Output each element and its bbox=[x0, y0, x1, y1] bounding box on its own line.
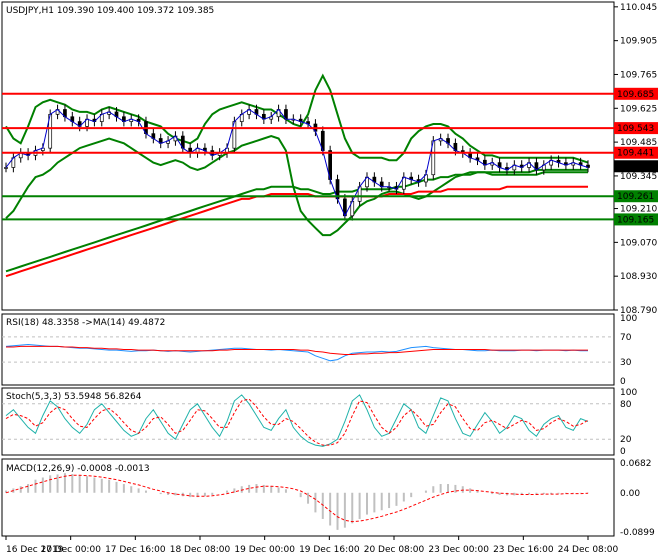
price-y-tick-label: 109.345 bbox=[620, 172, 657, 182]
horizontal-level-label-box bbox=[614, 190, 658, 203]
x-axis-tick-label: 23 Dec 00:00 bbox=[428, 545, 489, 555]
oscillator-y-tick-label: 0 bbox=[620, 377, 626, 387]
macd-panel-title: MACD(12,26,9) -0.0008 -0.0013 bbox=[6, 464, 150, 474]
horizontal-level-label: 109.385 bbox=[617, 162, 654, 172]
price-close-line bbox=[5, 108, 589, 217]
x-axis-tick-label: 16 Dec 2019 bbox=[6, 545, 64, 555]
oscillator-series-line bbox=[6, 345, 588, 355]
x-axis-tick-label: 20 Dec 08:00 bbox=[364, 545, 425, 555]
price-y-tick-label: 109.625 bbox=[620, 104, 657, 114]
x-axis-tick-label: 19 Dec 00:00 bbox=[234, 545, 295, 555]
chart-panel-frame-2 bbox=[1, 387, 615, 456]
bollinger-lower-band bbox=[5, 135, 588, 237]
moving-average-green-line bbox=[5, 168, 588, 273]
oscillator-y-tick-label: 0 bbox=[620, 447, 626, 457]
chart-panel-frame-0 bbox=[1, 1, 615, 311]
oscillator-y-tick-label: 100 bbox=[620, 314, 637, 324]
horizontal-level-label: 109.441 bbox=[617, 149, 654, 159]
price-candle-body bbox=[4, 167, 8, 169]
price-y-tick-label: 109.485 bbox=[620, 138, 657, 148]
price-y-tick-label: 109.210 bbox=[620, 205, 657, 215]
horizontal-level-label-box bbox=[614, 87, 658, 100]
oscillator-panel-title: Stoch(5,3,3) 53.5948 56.8264 bbox=[6, 392, 142, 402]
horizontal-level-label: 109.685 bbox=[617, 90, 654, 100]
bollinger-upper-band bbox=[5, 73, 589, 164]
oscillator-series-line bbox=[5, 398, 589, 446]
macd-y-tick-label: 0.0682 bbox=[620, 459, 652, 469]
x-axis-tick-label: 23 Dec 16:00 bbox=[493, 545, 554, 555]
x-axis-tick-label: 19 Dec 16:00 bbox=[299, 545, 360, 555]
horizontal-level-label-box bbox=[614, 122, 658, 135]
x-axis-tick-label: 24 Dec 08:00 bbox=[558, 545, 619, 555]
price-y-tick-label: 108.930 bbox=[620, 272, 657, 282]
oscillator-y-tick-label: 20 bbox=[620, 435, 632, 445]
price-y-tick-label: 110.045 bbox=[620, 3, 657, 13]
horizontal-level-label: 109.543 bbox=[617, 124, 654, 134]
oscillator-y-tick-label: 30 bbox=[620, 358, 632, 368]
x-axis-tick-label: 18 Dec 08:00 bbox=[170, 545, 231, 555]
oscillator-series-line bbox=[5, 394, 589, 447]
horizontal-level-label-box bbox=[614, 146, 658, 159]
horizontal-level-label-box bbox=[614, 213, 658, 226]
oscillator-y-tick-label: 70 bbox=[620, 333, 632, 343]
price-y-tick-label: 109.905 bbox=[620, 37, 657, 47]
macd-signal-line bbox=[5, 474, 589, 523]
price-y-tick-label: 109.070 bbox=[620, 238, 657, 248]
oscillator-y-tick-label: 100 bbox=[620, 388, 637, 398]
horizontal-level-label: 109.165 bbox=[617, 215, 654, 225]
macd-y-tick-label: 0.00 bbox=[620, 489, 640, 499]
x-axis-tick-label: 17 Dec 16:00 bbox=[105, 545, 166, 555]
price-y-tick-label: 108.790 bbox=[620, 306, 657, 316]
price-y-tick-label: 109.765 bbox=[620, 70, 657, 80]
horizontal-level-label: 109.261 bbox=[617, 192, 654, 202]
moving-average-red-line bbox=[5, 185, 588, 278]
horizontal-level-label-box bbox=[614, 160, 658, 173]
x-axis-tick-label: 17 Dec 00:00 bbox=[40, 545, 101, 555]
oscillator-y-tick-label: 80 bbox=[620, 400, 632, 410]
price-panel-title: USDJPY,H1 109.390 109.400 109.372 109.38… bbox=[6, 6, 214, 16]
oscillator-panel-title: RSI(18) 48.3358 ->MA(14) 49.4872 bbox=[6, 318, 165, 328]
macd-y-tick-label: -0.0899 bbox=[620, 528, 655, 538]
